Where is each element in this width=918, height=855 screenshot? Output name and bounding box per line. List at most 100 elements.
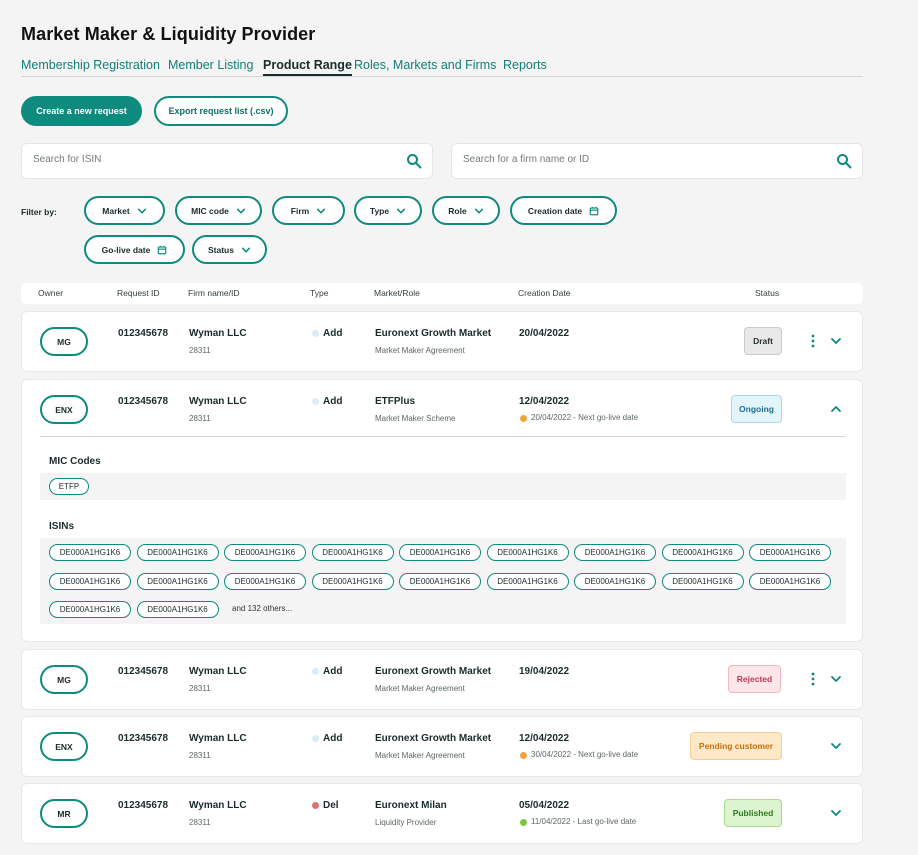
filter-go-live-date[interactable]: Go-live date [84,235,185,264]
filter-creation-date[interactable]: Creation date [510,196,617,225]
header-owner: Owner [38,288,64,298]
chevron-down-icon [236,208,245,213]
filter-market[interactable]: Market [84,196,165,225]
request-id: 012345678 [118,328,169,339]
type-indicator [312,330,319,337]
calendar-icon [589,206,599,215]
role-name: Market Maker Scheme [375,414,456,423]
firm-search-input[interactable] [463,154,803,165]
isin-chip: DE000A1HG1K6 [136,544,219,561]
chevron-down-icon[interactable] [830,335,842,347]
isin-chip: DE000A1HG1K6 [574,544,656,561]
chevron-down-icon [137,208,146,213]
kebab-menu-icon[interactable] [808,672,818,686]
tab-membership-registration[interactable]: Membership Registration [21,58,160,72]
filter-label: Filter by: [21,207,57,217]
mic-code-chip: ETFP [49,478,89,495]
creation-date: 12/04/2022 [519,733,570,744]
market-name: Euronext Growth Market [375,666,492,677]
creation-date: 20/04/2022 [519,328,570,339]
filter-label-text: Market [102,205,130,216]
create-request-button[interactable]: Create a new request [21,96,142,126]
header-type: Type [310,288,329,298]
filter-mic-code[interactable]: MIC code [175,196,262,225]
table-row[interactable]: MG 012345678 Wyman LLC 28311 Add Euronext Gro… [21,311,863,372]
calendar-icon [157,245,167,254]
request-type: Add [323,733,343,744]
isin-chip: DE000A1HG1K6 [136,601,219,618]
filter-label-text: MIC code [191,205,229,216]
isin-chip: DE000A1HG1K6 [661,544,744,561]
isin-chip: DE000A1HG1K6 [399,572,481,590]
request-id: 012345678 [118,396,169,407]
status-badge: Draft [744,327,782,355]
creation-date: 12/04/2022 [519,396,570,407]
type-indicator [312,668,319,675]
market-name: ETFPlus [375,396,416,407]
more-isins-text[interactable]: and 132 others... [232,604,293,613]
search-icon[interactable] [406,153,422,169]
chevron-down-icon [474,208,483,213]
isin-search-input[interactable] [33,154,373,165]
isin-chip: DE000A1HG1K6 [486,572,569,590]
role-name: Market Maker Agreement [375,751,465,760]
table-header: Owner Request ID Firm name/ID Type Marke… [21,283,863,304]
isin-chip: DE000A1HG1K6 [574,572,656,590]
isin-chip: DE000A1HG1K6 [311,544,394,561]
chevron-down-icon [317,208,326,213]
filter-type[interactable]: Type [354,196,422,225]
filter-firm[interactable]: Firm [272,196,345,225]
isin-chip: DE000A1HG1K6 [224,572,306,590]
request-type: Add [323,328,343,339]
isin-chip: DE000A1HG1K6 [749,572,831,590]
golive-dot [520,415,527,422]
filter-label-text: Status [208,244,234,255]
isin-chip: DE000A1HG1K6 [136,572,219,590]
table-row[interactable]: ENX 012345678 Wyman LLC 28311 Add Euronext Gr… [21,716,863,777]
golive-date: 30/04/2022 - Next go-live date [531,750,639,759]
market-name: Euronext Growth Market [375,733,492,744]
isin-chip: DE000A1HG1K6 [749,544,831,561]
request-type: Del [323,800,339,811]
chevron-up-icon[interactable] [830,403,842,415]
firm-id: 28311 [189,414,211,423]
search-icon[interactable] [836,153,852,169]
filter-status[interactable]: Status [192,235,267,264]
isin-chip: DE000A1HG1K6 [399,544,481,561]
export-csv-button[interactable]: Export request list (.csv) [154,96,288,126]
market-name: Euronext Milan [375,800,447,811]
chevron-down-icon[interactable] [830,740,842,752]
isin-search-box [21,143,433,179]
mic-codes-title: MIC Codes [49,456,101,467]
owner-badge: MG [40,327,88,356]
tab-product-range[interactable]: Product Range [263,58,352,76]
header-status: Status [755,288,780,298]
chevron-down-icon[interactable] [830,807,842,819]
tab-roles-markets-firms[interactable]: Roles, Markets and Firms [354,58,497,72]
golive-dot [520,752,527,759]
firm-id: 28311 [189,818,211,827]
isin-chip: DE000A1HG1K6 [311,572,394,590]
type-indicator [312,398,319,405]
golive-date: 11/04/2022 - Last go-live date [531,817,637,826]
table-row[interactable]: MR 012345678 Wyman LLC 28311 Del Euronext Mil… [21,783,863,844]
table-row[interactable]: ENX 012345678 Wyman LLC 28311 Add ETFPlus Mark… [21,379,863,642]
table-row[interactable]: MG 012345678 Wyman LLC 28311 Add Euronext Gro… [21,649,863,710]
owner-badge: ENX [40,395,88,424]
kebab-menu-icon[interactable] [808,334,818,348]
chevron-down-icon[interactable] [830,673,842,685]
header-market-role: Market/Role [374,288,420,298]
filter-label-text: Type [369,205,390,216]
owner-badge: ENX [40,732,88,761]
tab-reports[interactable]: Reports [503,58,547,72]
status-badge: Pending customer [690,732,782,760]
role-name: Market Maker Agreement [375,346,465,355]
request-id: 012345678 [118,800,169,811]
filter-role[interactable]: Role [432,196,500,225]
status-badge: Published [724,799,782,827]
isin-chip: DE000A1HG1K6 [49,601,131,618]
tab-member-listing[interactable]: Member Listing [168,58,254,72]
market-name: Euronext Growth Market [375,328,492,339]
filter-label-text: Firm [290,205,310,216]
firm-id: 28311 [189,346,211,355]
